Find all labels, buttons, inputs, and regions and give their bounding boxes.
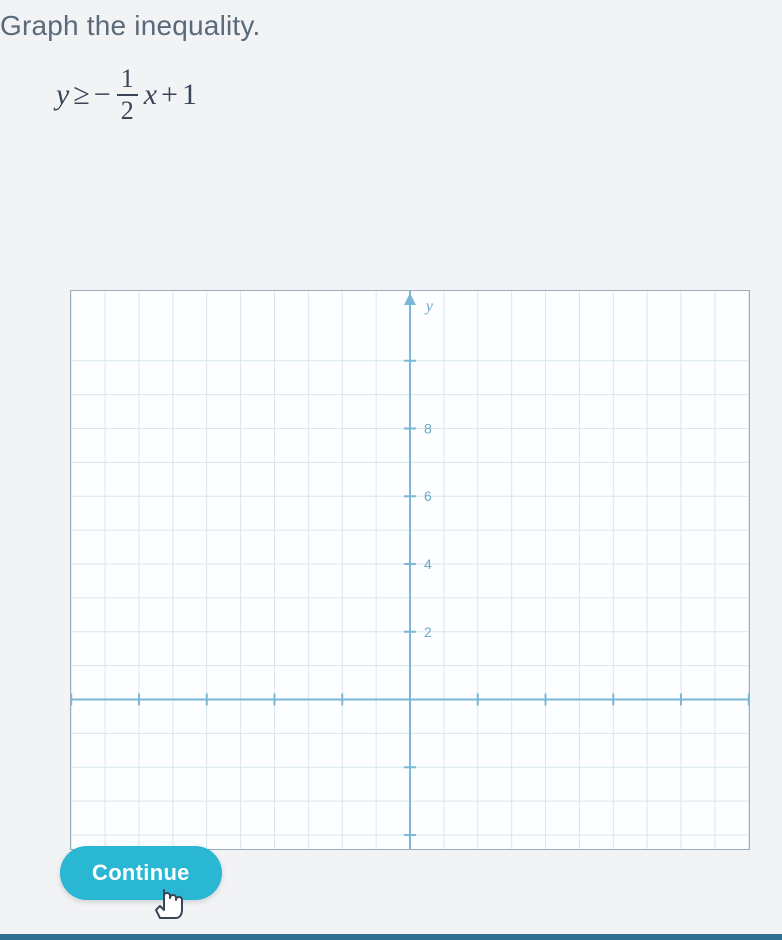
exercise-page: Graph the inequality. y ≥ − 1 2 x + 1 8 6… <box>0 0 782 940</box>
plus-op: + <box>161 78 178 112</box>
frac-den: 2 <box>117 94 138 124</box>
continue-button[interactable]: Continue <box>60 846 222 900</box>
inequality-formula: y ≥ − 1 2 x + 1 <box>56 66 762 124</box>
graph-svg: 8 6 4 2 y <box>71 291 749 849</box>
constant: 1 <box>182 78 197 112</box>
prompt-text: Graph the inequality. <box>0 10 762 42</box>
graph-canvas[interactable]: 8 6 4 2 y <box>70 290 750 850</box>
svg-text:y: y <box>424 298 434 315</box>
neg-sign: − <box>94 78 111 112</box>
svg-text:4: 4 <box>424 556 432 572</box>
lhs-var: y <box>56 78 69 112</box>
svg-text:6: 6 <box>424 488 432 504</box>
rhs-var: x <box>144 78 157 112</box>
bottom-bar <box>0 934 782 940</box>
relation-op: ≥ <box>73 78 89 112</box>
fraction: 1 2 <box>117 66 138 124</box>
svg-text:8: 8 <box>424 420 432 436</box>
frac-num: 1 <box>117 66 138 94</box>
svg-text:2: 2 <box>424 624 432 640</box>
